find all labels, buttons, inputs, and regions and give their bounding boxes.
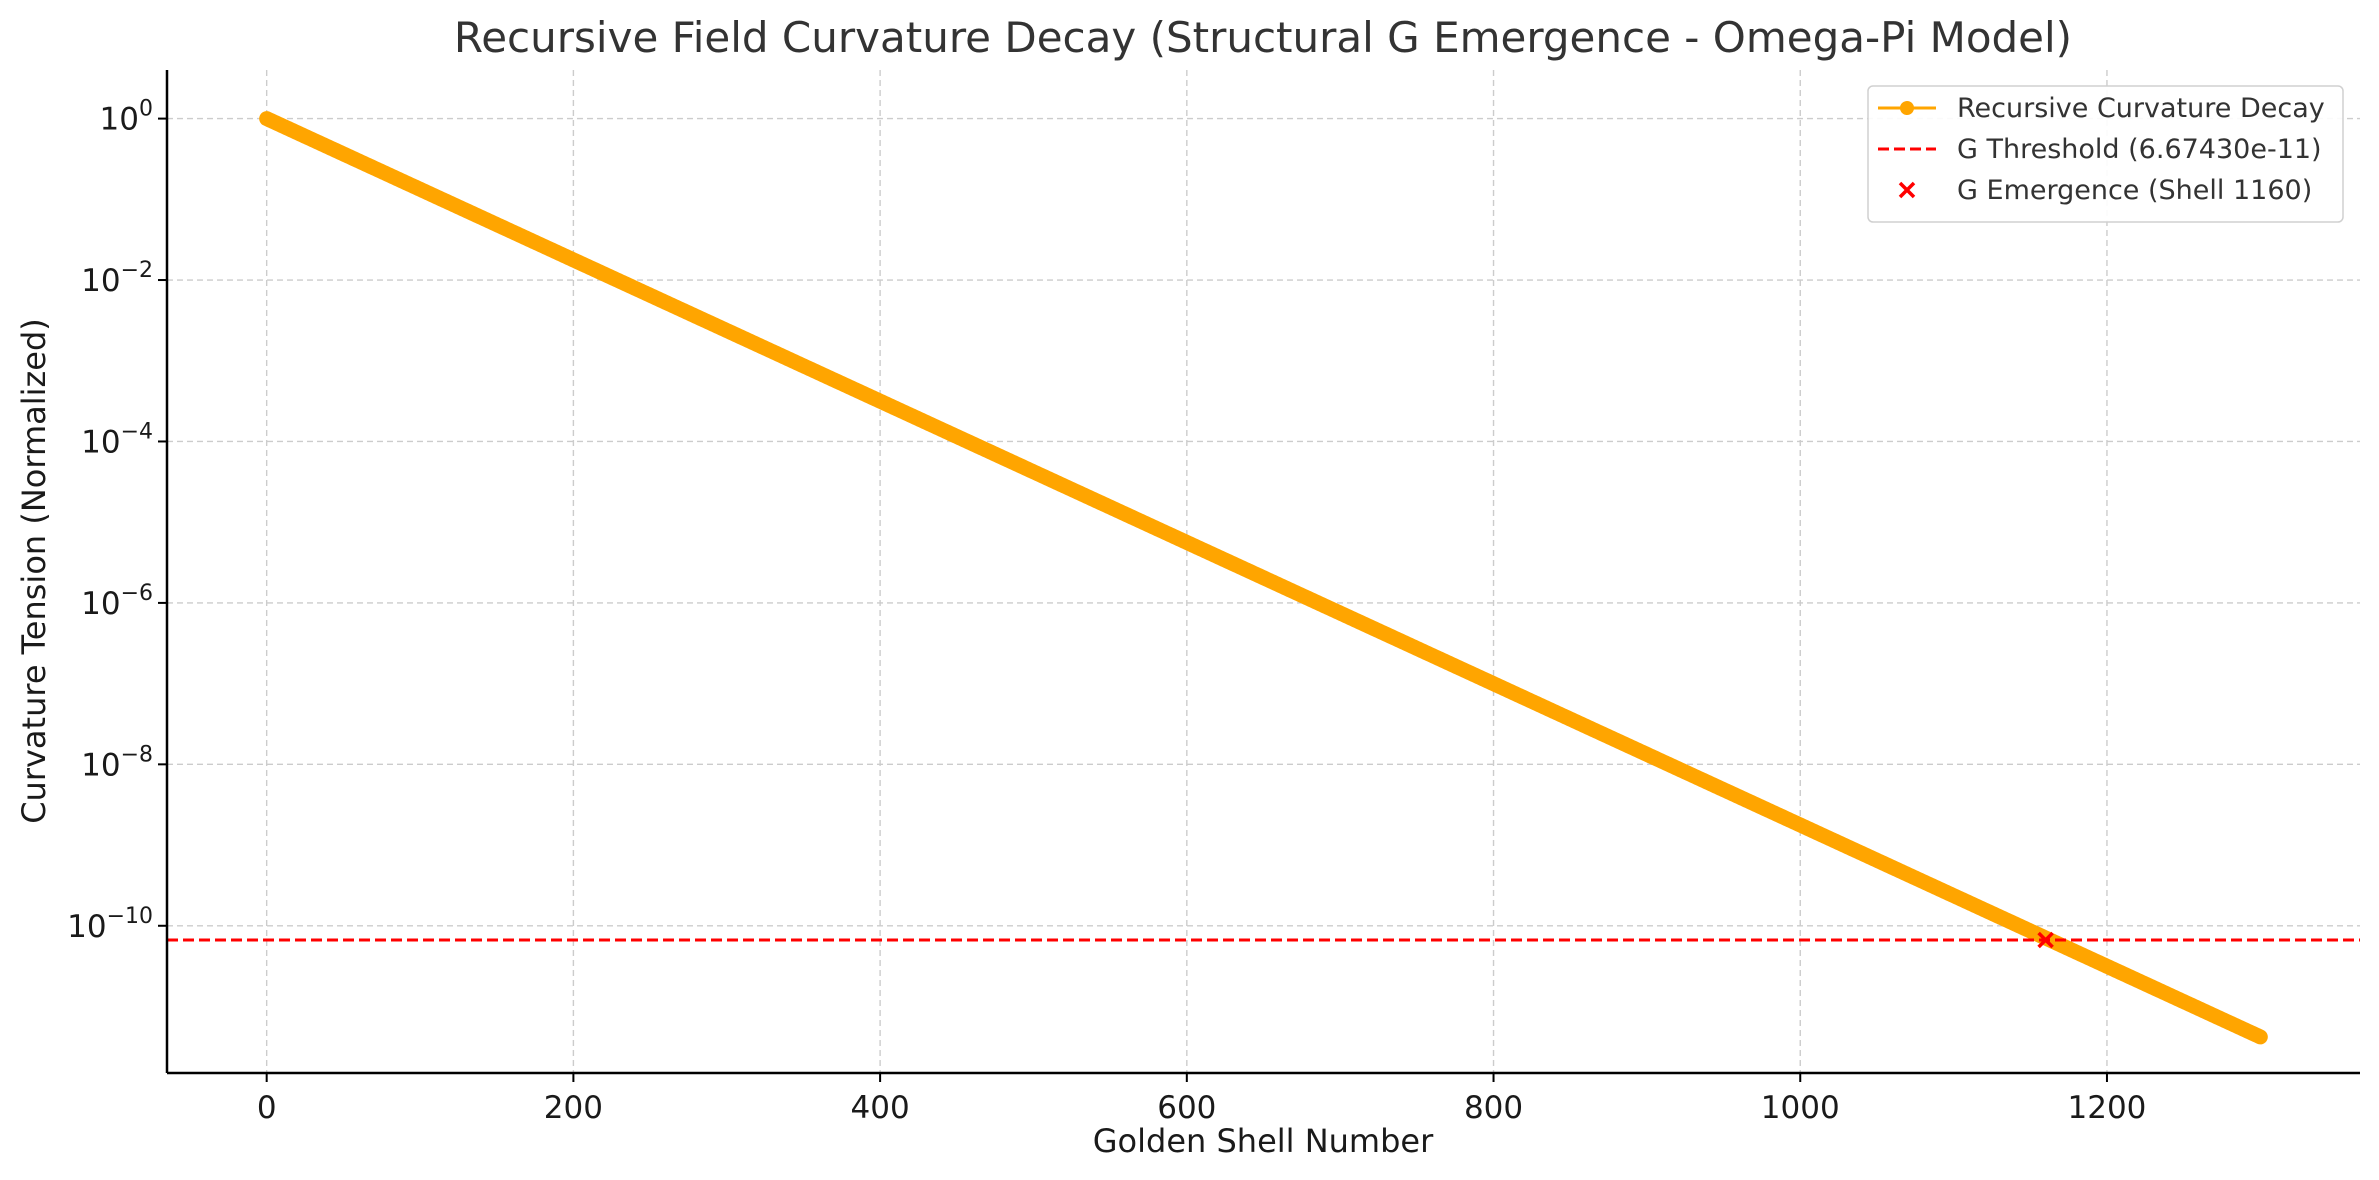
legend-item: Recursive Curvature Decay xyxy=(1878,93,2325,124)
grid xyxy=(167,70,2360,1073)
y-tick-label: 10−6 xyxy=(81,581,153,622)
y-tick-label: 10−10 xyxy=(67,904,153,945)
x-tick-label: 1000 xyxy=(1761,1090,1840,1126)
legend-item: G Threshold (6.67430e-11) xyxy=(1878,134,2322,165)
x-tick-label: 400 xyxy=(851,1090,910,1126)
y-tick-label: 100 xyxy=(100,97,153,138)
legend-box xyxy=(1867,85,2344,223)
x-tick-label: 1200 xyxy=(2068,1090,2147,1126)
y-tick-label: 10−4 xyxy=(81,419,153,460)
y-tick-label: 10−2 xyxy=(81,258,153,299)
y-tick-label: 10−8 xyxy=(81,742,153,783)
series-line-recursive-curvature-decay xyxy=(259,111,2268,1045)
ticks: 0 200 400 600 800 1000 1200 100 10−2 10−4 10−6 10−8… xyxy=(67,97,2146,1126)
x-tick-label: 800 xyxy=(1464,1090,1523,1126)
x-tick-label: 200 xyxy=(544,1090,603,1126)
chart-title: Recursive Field Curvature Decay (Structu… xyxy=(454,13,2072,62)
g-emergence-marker xyxy=(2037,931,2054,949)
legend-label: Recursive Curvature Decay xyxy=(1957,93,2325,124)
legend-label: G Emergence (Shell 1160) xyxy=(1957,175,2312,206)
legend: Recursive Curvature Decay G Threshold (6.… xyxy=(1867,85,2344,223)
legend-item: G Emergence (Shell 1160) xyxy=(1898,175,2312,206)
legend-label: G Threshold (6.67430e-11) xyxy=(1957,134,2322,165)
series-layer xyxy=(167,111,2360,1045)
y-axis-label: Curvature Tension (Normalized) xyxy=(15,318,53,824)
legend-swatch-marker xyxy=(1900,101,1914,115)
x-tick-label: 0 xyxy=(257,1090,277,1126)
x-tick-label: 600 xyxy=(1157,1090,1216,1126)
axes xyxy=(165,70,2360,1075)
x-axis-label: Golden Shell Number xyxy=(1093,1122,1434,1160)
